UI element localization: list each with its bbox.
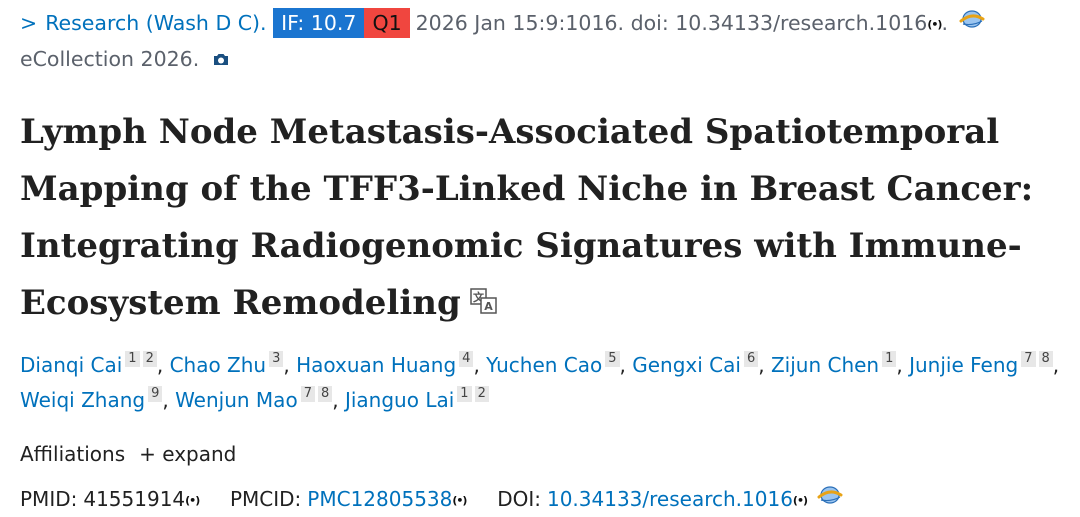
author-separator: ,: [283, 353, 297, 377]
author-link[interactable]: Wenjun Mao: [175, 388, 298, 412]
author-separator: ,: [896, 353, 910, 377]
affiliation-ref[interactable]: 8: [317, 386, 333, 402]
author-separator: ,: [1052, 353, 1060, 377]
signal-icon[interactable]: (•): [185, 494, 200, 507]
signal-icon[interactable]: (•): [792, 494, 808, 507]
author-link[interactable]: Yuchen Cao: [486, 353, 603, 377]
author-separator: ,: [332, 388, 345, 412]
doi-link[interactable]: 10.34133/research.1016: [546, 487, 793, 511]
globe-icon[interactable]: [817, 484, 843, 517]
author-link[interactable]: Haoxuan Huang: [296, 353, 457, 377]
affiliation-ref[interactable]: 1: [457, 386, 472, 402]
affiliation-ref[interactable]: 1: [882, 351, 897, 367]
affiliation-ref[interactable]: 6: [743, 351, 759, 367]
affiliation-ref[interactable]: 9: [148, 386, 163, 402]
translate-icon[interactable]: 文 A: [469, 277, 499, 334]
ecollection-line: eCollection 2026.: [20, 44, 230, 75]
affiliation-ref[interactable]: 7: [1021, 351, 1036, 367]
ecollection-text: eCollection 2026.: [20, 47, 200, 71]
pmid-value: 41551914: [83, 487, 186, 511]
affiliations-label: Affiliations: [20, 442, 126, 466]
affiliation-ref[interactable]: 2: [142, 351, 157, 367]
affiliation-ref[interactable]: 7: [300, 386, 315, 402]
pmcid-label: PMCID:: [229, 487, 302, 511]
svg-text:A: A: [484, 300, 493, 313]
citation-line: > Research (Wash D C). IF: 10.7 Q1 2026 Jan…: [20, 8, 985, 40]
impact-factor-badge: IF: 10.7: [273, 8, 365, 38]
title-text: Lymph Node Metastasis-Associated Spatiot…: [20, 112, 1034, 323]
author-separator: ,: [162, 388, 176, 412]
author-separator: ,: [156, 353, 170, 377]
citation-date: 2026 Jan 15:9:1016. doi: 10.34133/resear…: [415, 11, 928, 35]
affiliation-ref[interactable]: 2: [474, 386, 489, 402]
author-link[interactable]: Junjie Feng: [909, 353, 1019, 377]
author-separator: ,: [473, 353, 487, 377]
affiliations-row: Affiliations + expand: [20, 438, 236, 470]
globe-icon[interactable]: [959, 8, 985, 40]
affiliation-ref[interactable]: 5: [605, 351, 620, 367]
identifiers-row: PMID: 41551914(•) PMCID: PMC12805538(•) DO…: [20, 483, 843, 517]
signal-icon[interactable]: (•): [927, 18, 942, 31]
affiliation-ref[interactable]: 1: [125, 351, 140, 367]
affiliation-ref[interactable]: 8: [1038, 351, 1053, 367]
expand-affiliations-button[interactable]: + expand: [139, 442, 237, 466]
journal-link[interactable]: Research (Wash D C).: [45, 11, 267, 35]
author-separator: ,: [619, 353, 633, 377]
author-link[interactable]: Gengxi Cai: [632, 353, 741, 377]
author-link[interactable]: Chao Zhu: [169, 353, 267, 377]
affiliation-ref[interactable]: 4: [459, 351, 474, 367]
author-list: Dianqi Cai 1 2, Chao Zhu 3, Haoxuan Huang 4,…: [20, 348, 1060, 418]
author-link[interactable]: Dianqi Cai: [20, 353, 123, 377]
author-separator: ,: [758, 353, 771, 377]
doi-label: DOI:: [497, 487, 541, 511]
affiliation-ref[interactable]: 3: [269, 351, 284, 367]
article-title: Lymph Node Metastasis-Associated Spatiot…: [20, 104, 1070, 334]
signal-icon[interactable]: (•): [452, 494, 467, 507]
pmid-label: PMID:: [20, 487, 78, 511]
citation-period: .: [941, 11, 948, 35]
author-link[interactable]: Zijun Chen: [770, 353, 880, 377]
quartile-badge: Q1: [364, 8, 410, 38]
pmcid-link[interactable]: PMC12805538: [307, 487, 453, 511]
author-link[interactable]: Weiqi Zhang: [20, 388, 146, 412]
camera-icon[interactable]: [212, 45, 230, 75]
author-link[interactable]: Jianguo Lai: [344, 388, 455, 412]
chevron-right-icon[interactable]: >: [20, 11, 38, 35]
